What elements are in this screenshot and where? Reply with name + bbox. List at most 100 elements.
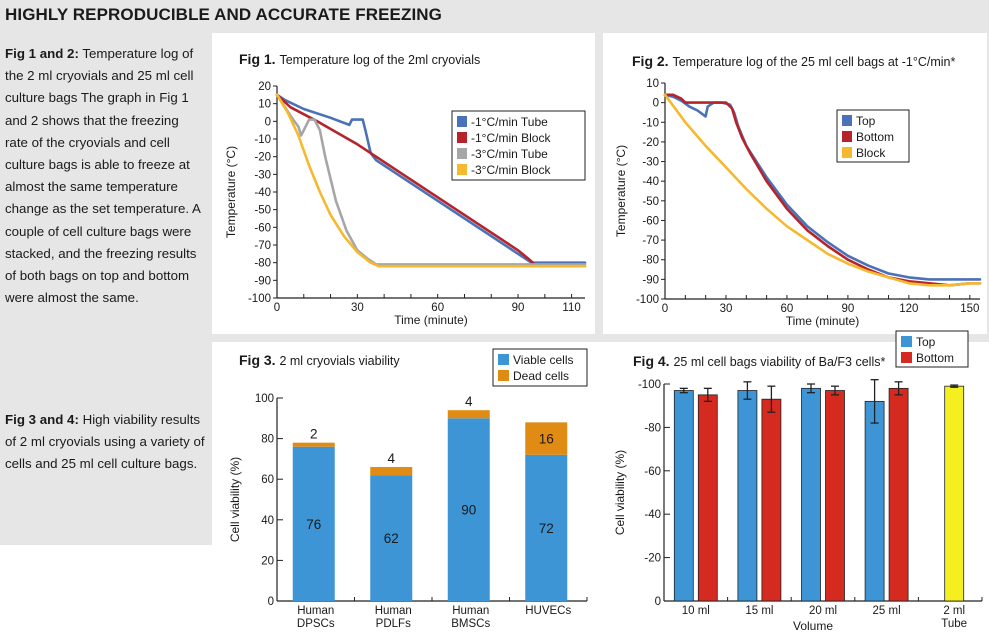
y-tick-label: 100	[255, 393, 274, 405]
y-axis-label: Temperature (°C)	[224, 146, 238, 238]
chart-title: Fig 2. Temperature log of the 25 ml cell…	[632, 53, 955, 69]
x-category-label: Tube	[941, 618, 967, 630]
x-tick-label: 0	[662, 303, 668, 315]
data-label-viable: 76	[306, 517, 321, 532]
figure-title: Temperature log of the 25 ml cell bags a…	[672, 55, 955, 69]
y-tick-label: -100	[638, 379, 661, 391]
y-tick-label: -40	[644, 509, 661, 521]
x-category-label: DPSCs	[297, 618, 335, 630]
legend-label: -3°C/min Tube	[471, 147, 548, 161]
y-tick-label: -60	[254, 222, 271, 234]
figure-title: 2 ml cryovials viability	[279, 354, 400, 368]
y-tick-label: 0	[268, 596, 274, 608]
legend-label: Bottom	[916, 351, 954, 365]
panel-divider-vertical	[595, 33, 603, 334]
legend-swatch	[457, 116, 467, 127]
y-tick-label: 40	[261, 515, 274, 527]
x-tick-label: 60	[781, 303, 794, 315]
y-tick-label: 10	[646, 78, 659, 90]
x-axis-label: Volume	[793, 619, 833, 633]
x-category-label: BMSCs	[451, 618, 490, 630]
legend-label: Top	[916, 335, 936, 349]
x-category-label: 10 ml	[682, 605, 710, 617]
legend-swatch	[842, 147, 852, 158]
x-axis-label: Time (minute)	[786, 314, 860, 328]
y-axis-label: Cell viability (%)	[613, 450, 627, 535]
x-category-label: Human	[452, 605, 489, 617]
header-bar: HIGHLY REPRODUCIBLE AND ACCURATE FREEZIN…	[0, 0, 989, 33]
x-tick-label: 30	[720, 303, 733, 315]
data-label-dead: 4	[465, 394, 473, 409]
y-tick-label: 0	[655, 596, 661, 608]
bar-top	[673, 390, 694, 602]
x-tick-label: 0	[274, 302, 280, 314]
legend-label: -3°C/min Block	[471, 163, 551, 177]
data-label-viable: 62	[384, 531, 399, 546]
bar-dead	[292, 442, 335, 447]
fig2-temperature-chart: Fig 2. Temperature log of the 25 ml cell…	[614, 53, 982, 328]
y-tick-label: -10	[254, 134, 271, 146]
x-tick-label: 90	[842, 303, 855, 315]
x-tick-label: 60	[431, 302, 444, 314]
figure-label: Fig 2.	[632, 53, 672, 69]
y-tick-label: -20	[644, 553, 661, 565]
figure-label: Fig 1.	[239, 51, 279, 67]
bar-dead	[447, 410, 490, 419]
bar-viable	[447, 418, 490, 601]
y-tick-label: -80	[642, 255, 659, 267]
bar-viable	[292, 446, 335, 601]
y-tick-label: -100	[636, 294, 659, 306]
x-tick-label: 150	[960, 303, 979, 315]
series-line-block	[663, 93, 982, 287]
fig1-temperature-chart: Fig 1. Temperature log of the 2ml cryovi…	[224, 51, 587, 327]
y-tick-label: -50	[642, 196, 659, 208]
bar-bottom	[697, 394, 718, 602]
description-fig1-2-label: Fig 1 and 2:	[5, 46, 79, 61]
data-label-dead: 4	[387, 451, 395, 466]
x-category-label: 2 ml	[943, 605, 965, 617]
x-category-label: Human	[375, 605, 412, 617]
y-tick-label: 80	[261, 434, 274, 446]
panel-border-right	[987, 33, 989, 334]
x-tick-label: 30	[351, 302, 364, 314]
legend-swatch	[842, 115, 852, 126]
series-line-bottom	[663, 93, 982, 287]
y-tick-label: -20	[642, 137, 659, 149]
y-tick-label: -80	[644, 422, 661, 434]
y-axis-label: Temperature (°C)	[614, 145, 628, 237]
y-tick-label: -40	[254, 187, 271, 199]
bar-dead	[370, 467, 413, 476]
series-line--3-c-min-block	[275, 93, 587, 268]
y-tick-label: -90	[642, 274, 659, 286]
data-label-dead: 16	[539, 432, 554, 447]
chart-title: Fig 1. Temperature log of the 2ml cryovi…	[239, 51, 480, 67]
y-tick-label: -50	[254, 205, 271, 217]
x-category-label: 15 ml	[745, 605, 773, 617]
x-tick-label: 90	[512, 302, 525, 314]
y-tick-label: -60	[644, 466, 661, 478]
legend-label: Block	[856, 146, 886, 160]
legend-swatch	[901, 352, 912, 363]
y-tick-label: -90	[254, 275, 271, 287]
y-tick-label: 0	[265, 116, 271, 128]
description-fig3-4-label: Fig 3 and 4:	[5, 412, 79, 427]
fig3-viability-chart: Fig 3. 2 ml cryovials viability 0 20 40 60 80…	[228, 348, 588, 630]
y-tick-label: 0	[653, 98, 659, 110]
x-category-label: 25 ml	[873, 605, 901, 617]
y-tick-label: -60	[642, 215, 659, 227]
page-title: HIGHLY REPRODUCIBLE AND ACCURATE FREEZIN…	[5, 5, 442, 24]
y-tick-label: -100	[248, 293, 271, 305]
bar-top	[801, 387, 821, 602]
bar-viable	[525, 454, 568, 601]
legend-swatch	[457, 132, 467, 143]
legend-swatch	[901, 336, 912, 347]
y-tick-label: -70	[254, 240, 271, 252]
legend-label: Bottom	[856, 130, 894, 144]
bar-top	[737, 390, 758, 602]
description-fig1-2-text: Temperature log of the 2 ml cryovials an…	[5, 46, 201, 306]
y-tick-label: -30	[254, 169, 271, 181]
legend-swatch	[842, 131, 852, 142]
y-tick-label: 20	[261, 555, 274, 567]
data-label-dead: 2	[310, 427, 318, 442]
chart-title: Fig 3. 2 ml cryovials viability	[239, 352, 400, 368]
